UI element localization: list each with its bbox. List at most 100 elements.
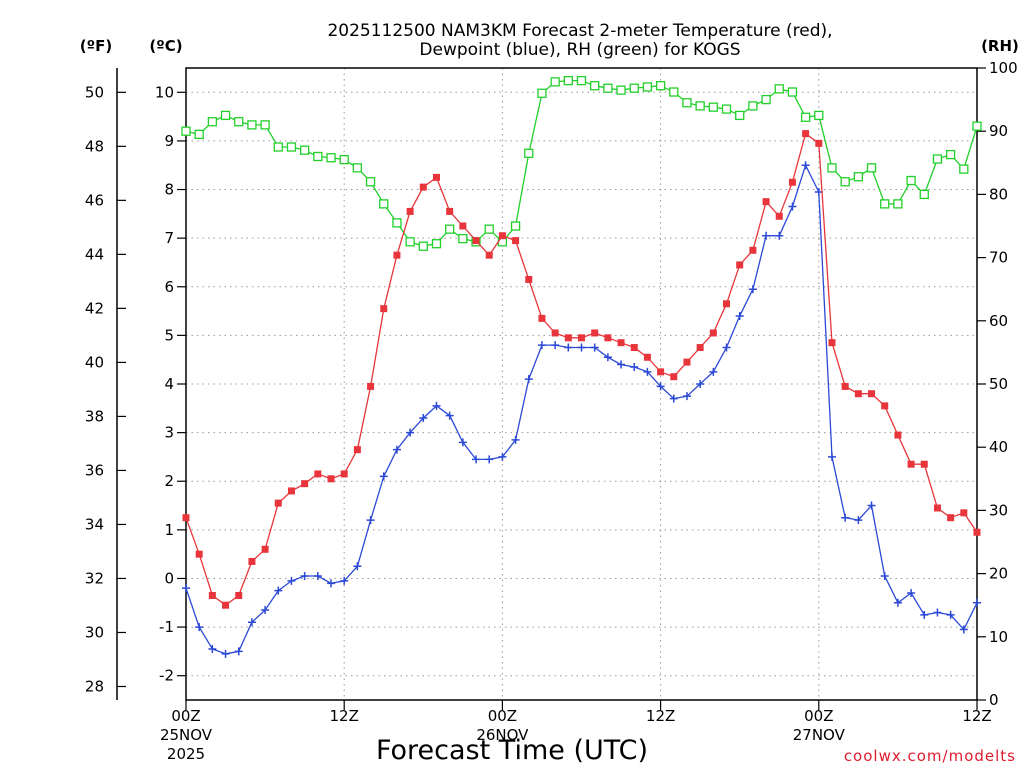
rh-tick-label: 60 [989, 312, 1008, 330]
data-point [866, 163, 877, 173]
data-point [524, 375, 533, 384]
fahrenheit-unit-label: (ºF) [80, 37, 112, 55]
data-point [365, 177, 376, 187]
data-point [260, 120, 270, 130]
data-point [222, 601, 230, 609]
data-point [960, 509, 968, 517]
data-point [419, 414, 428, 423]
data-point [629, 83, 639, 93]
data-point [550, 77, 560, 87]
data-point [657, 368, 665, 376]
time-tick-label: 00Z [171, 707, 200, 725]
celsius-tick-label: -2 [159, 667, 174, 685]
data-point [920, 610, 929, 619]
data-point [418, 241, 428, 251]
data-point [182, 584, 190, 593]
time-tick-date: 25NOV [160, 726, 213, 744]
data-point [327, 579, 336, 588]
fahrenheit-tick-label: 44 [85, 245, 104, 263]
series-dewpoint [182, 161, 981, 658]
data-point [313, 151, 323, 162]
data-point [392, 445, 401, 454]
rh-tick-label: 100 [989, 59, 1018, 77]
credit-text: coolwx.com/modelts [844, 747, 1016, 765]
x-axis-label: Forecast Time (UTC) [376, 735, 648, 766]
time-tick-label: 12Z [646, 707, 675, 725]
rh-tick-label: 50 [989, 375, 1008, 393]
data-point [841, 513, 850, 522]
rh-tick-label: 70 [989, 249, 1008, 267]
celsius-tick-label: 2 [164, 472, 174, 490]
series-2-meter-temperature [182, 130, 981, 609]
data-point [683, 358, 691, 366]
data-point [748, 101, 758, 111]
data-point [406, 428, 415, 437]
data-point [234, 647, 243, 656]
data-point [919, 189, 929, 200]
data-point [827, 163, 837, 173]
data-point [655, 81, 666, 91]
data-point [274, 586, 283, 595]
data-point [419, 183, 427, 191]
data-point [446, 207, 454, 215]
fahrenheit-tick-label: 36 [85, 461, 104, 479]
data-point [445, 224, 455, 234]
data-point [208, 644, 217, 653]
data-point [207, 117, 218, 127]
data-point [643, 367, 652, 376]
data-point [182, 514, 190, 522]
data-point [932, 154, 943, 164]
data-point [590, 343, 599, 352]
rh-tick-label: 40 [989, 438, 1008, 456]
data-point [828, 339, 836, 347]
data-point [591, 329, 599, 337]
data-point [907, 460, 915, 468]
series-rh [181, 75, 982, 251]
data-point [933, 504, 941, 512]
data-point [195, 550, 203, 558]
data-point [458, 233, 468, 244]
data-point [735, 311, 744, 320]
data-point [748, 285, 757, 294]
data-point [643, 353, 651, 361]
data-point [854, 516, 863, 525]
data-point [735, 110, 745, 121]
data-point [604, 334, 612, 342]
fahrenheit-tick-label: 30 [85, 623, 104, 641]
data-point [787, 87, 798, 97]
data-point [472, 455, 481, 464]
celsius-tick-label: 9 [164, 132, 174, 150]
data-point [537, 88, 547, 98]
data-point [379, 199, 389, 209]
data-point [722, 343, 731, 352]
celsius-tick-label: 1 [164, 521, 174, 539]
series-line [185, 132, 978, 607]
fahrenheit-tick-label: 46 [85, 191, 104, 209]
data-point [538, 314, 546, 322]
data-point [274, 499, 282, 507]
rh-unit-label: (RH) [981, 37, 1019, 55]
data-point [326, 153, 336, 163]
data-point [431, 239, 442, 249]
data-point [762, 198, 770, 206]
data-point [841, 382, 849, 390]
data-point [682, 392, 691, 401]
data-point [327, 475, 335, 483]
celsius-tick-label: 5 [164, 326, 174, 344]
data-point [194, 129, 204, 140]
data-point [775, 231, 784, 240]
data-point [525, 275, 533, 283]
data-point [498, 452, 507, 461]
data-point [248, 557, 256, 565]
data-point [721, 104, 732, 114]
data-point [603, 353, 612, 362]
celsius-tick-label: -1 [159, 618, 174, 636]
data-point [510, 221, 521, 231]
series-line [185, 79, 978, 247]
data-point [301, 480, 309, 488]
data-point [880, 572, 889, 581]
celsius-tick-label: 4 [164, 375, 174, 393]
data-point [853, 172, 863, 182]
celsius-tick-label: 8 [164, 181, 174, 199]
data-point [656, 382, 665, 391]
